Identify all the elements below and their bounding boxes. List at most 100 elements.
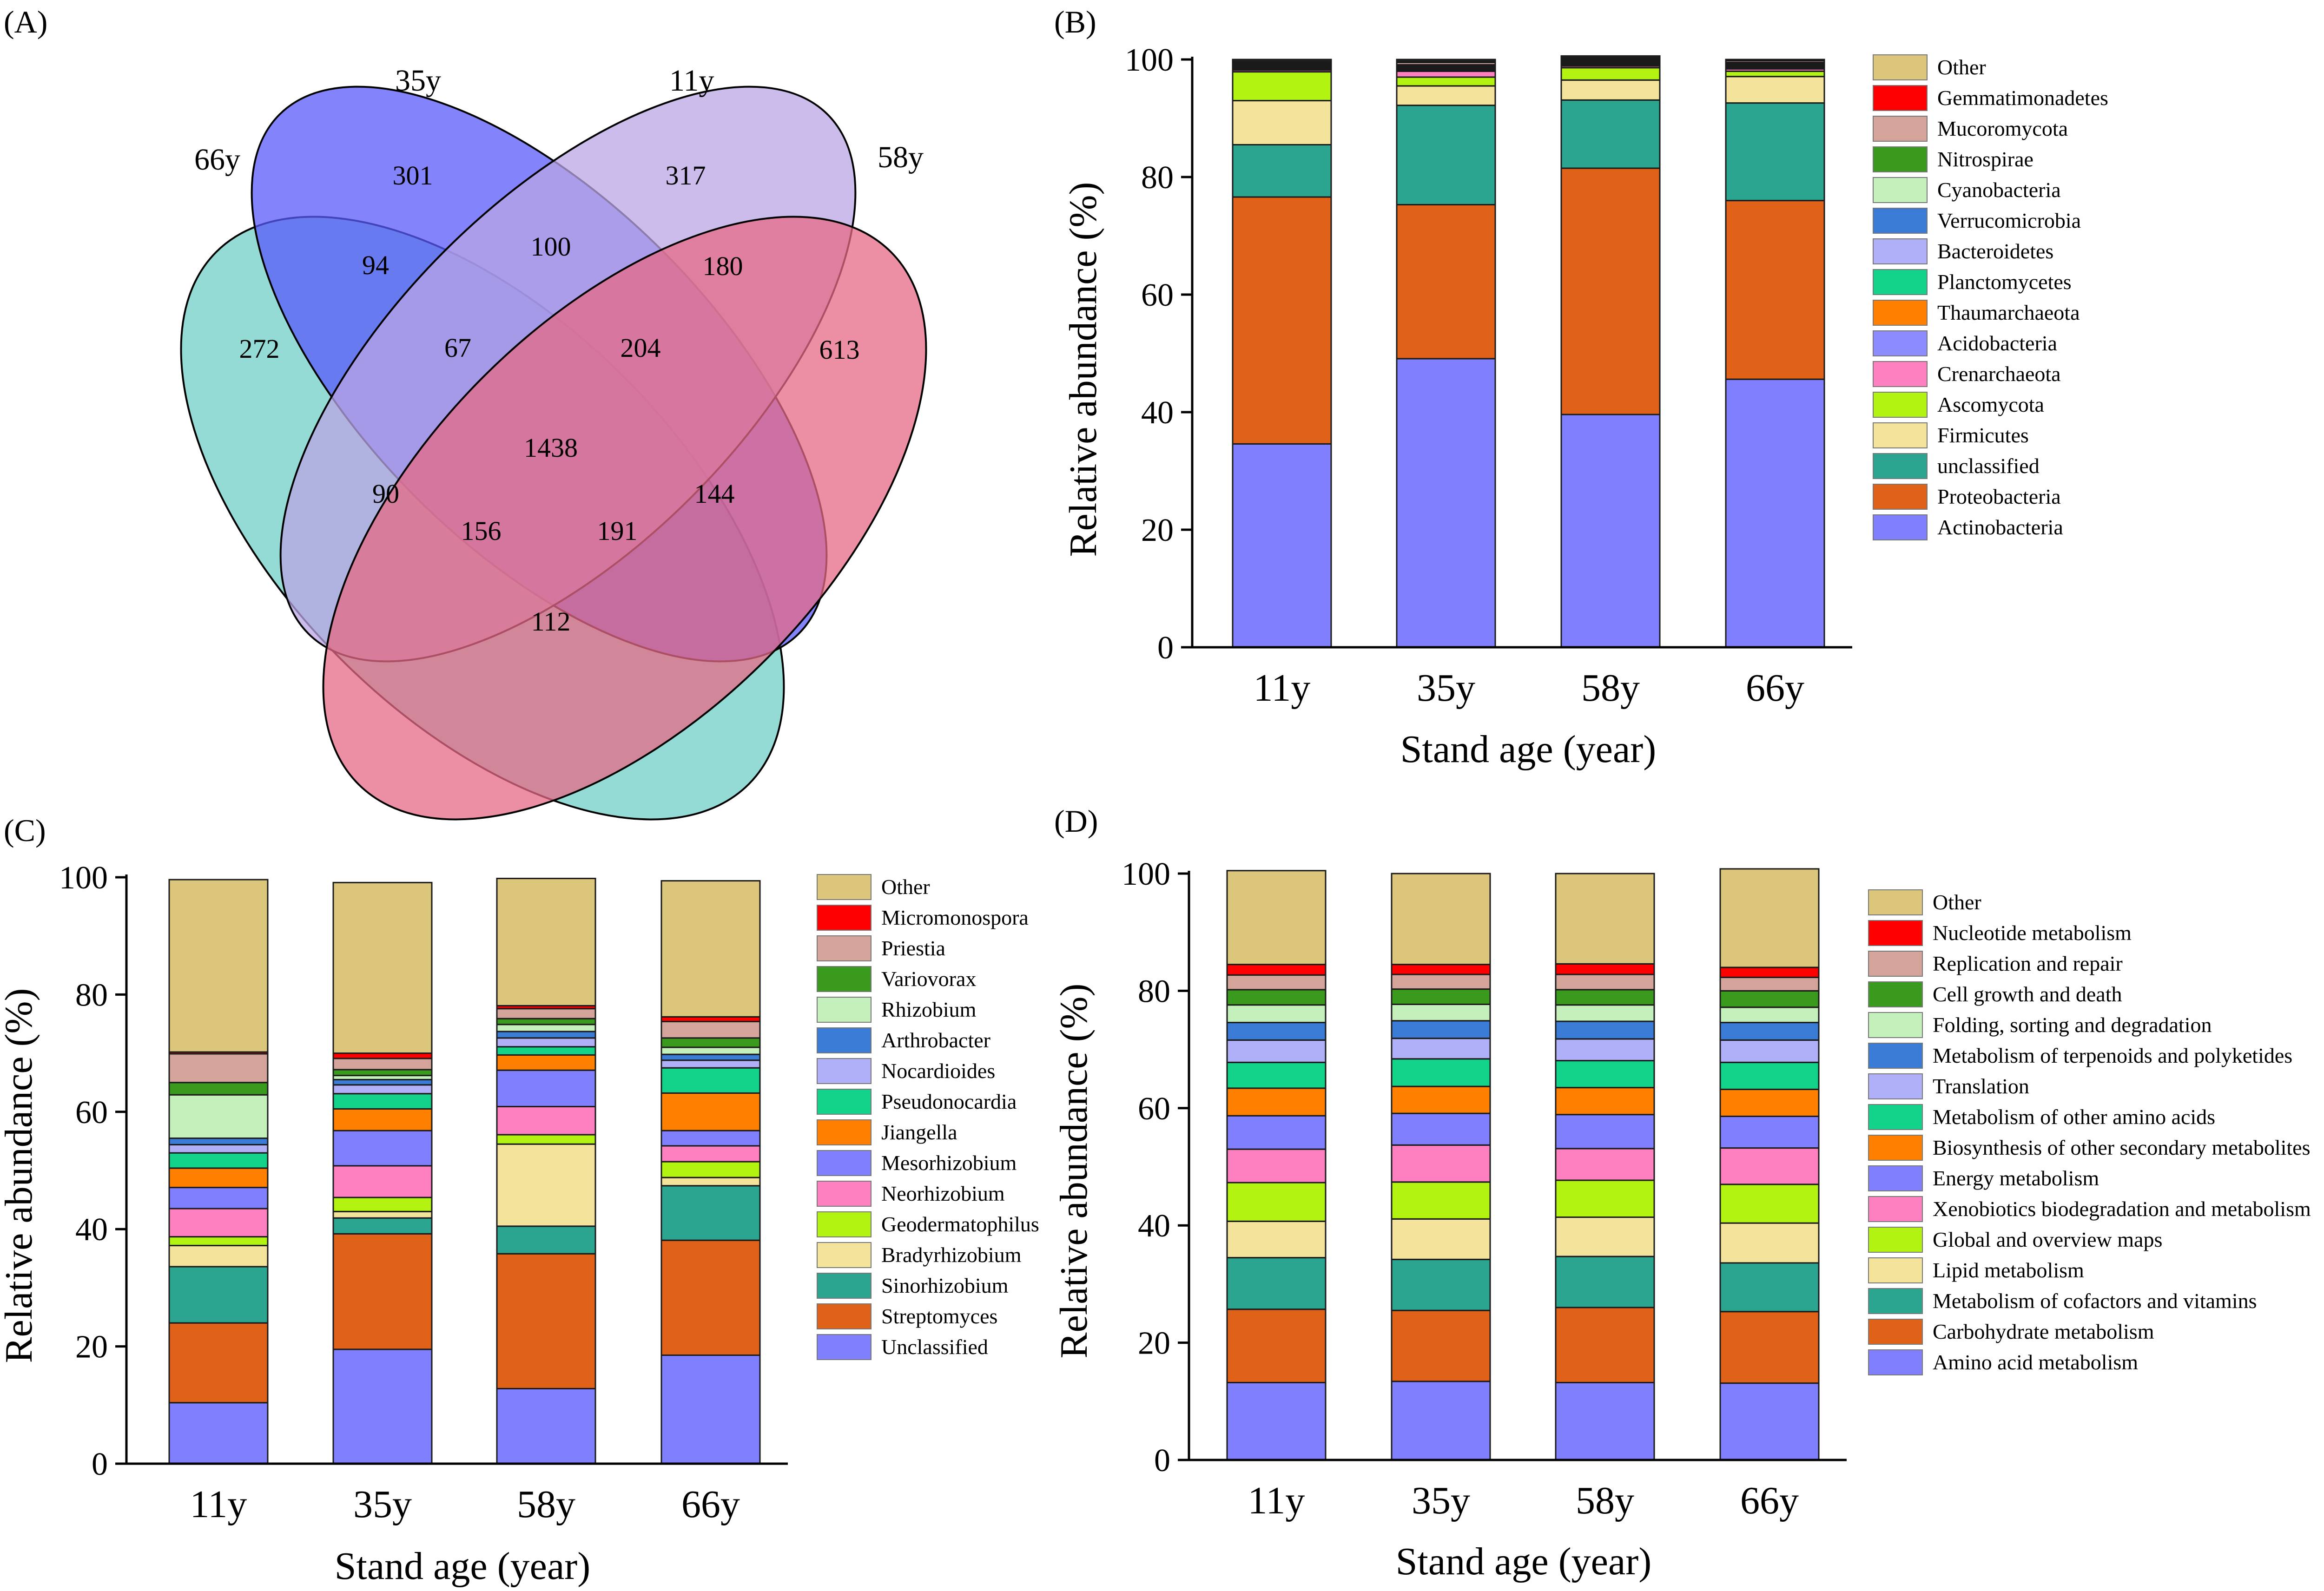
legend-label: Pseudonocardia (881, 1090, 1017, 1113)
legend-swatch (817, 1273, 872, 1299)
bar-segment (1555, 1020, 1655, 1040)
legend-swatch (1868, 1227, 1923, 1253)
bar-segment (660, 1053, 761, 1061)
bar-segment (660, 1067, 761, 1094)
venn-set-58y (322, 216, 927, 821)
bar-chart-d: Relative abundance (%) Stand age (year) … (1052, 856, 2311, 1583)
bar-segment (332, 1069, 433, 1077)
legend-label: Metabolism of terpenoids and polyketides (1933, 1044, 2292, 1067)
bar-segment (1555, 873, 1655, 965)
x-tick-label: 11y (190, 1483, 247, 1526)
x-tick-label: 66y (1746, 666, 1804, 710)
bar-segment (1555, 1381, 1655, 1461)
legend-label: Nocardioides (881, 1059, 995, 1083)
bar-segment (1396, 70, 1496, 78)
bar-segment (1226, 974, 1327, 991)
legend-swatch (817, 905, 872, 931)
y-tick-label: 80 (1141, 160, 1174, 196)
y-axis-title: Relative abundance (%) (0, 988, 40, 1363)
legend-label: Amino acid metabolism (1933, 1350, 2138, 1374)
legend-swatch (817, 1119, 872, 1145)
bar-segment (660, 1354, 761, 1465)
legend-label: Streptomyces (881, 1304, 997, 1328)
legend-swatch (817, 1027, 872, 1053)
bar-segment (1226, 870, 1327, 966)
bar-segment (1719, 868, 1820, 968)
bar-segment (332, 1052, 433, 1059)
legend-label: Replication and repair (1933, 952, 2123, 975)
bar-segment (1725, 59, 1825, 61)
y-tick-label: 100 (1122, 856, 1170, 892)
bar-segment (496, 1069, 596, 1107)
legend-swatch (1873, 453, 1928, 479)
y-tick-label: 100 (59, 860, 108, 896)
legend-label: Ascomycota (1937, 393, 2044, 416)
legend-label: Folding, sorting and degradation (1933, 1013, 2212, 1037)
bar-segment (1555, 1216, 1655, 1257)
bar-segment (660, 1239, 761, 1356)
bar-segment (1719, 1115, 1820, 1149)
legend-label: Carbohydrate metabolism (1933, 1320, 2154, 1343)
legend-swatch (1868, 889, 1923, 915)
panel-label-d: (D) (1054, 803, 1098, 839)
venn-count: 1438 (524, 433, 578, 463)
legend-label: Priestia (881, 936, 945, 960)
bar-segment (496, 1105, 596, 1136)
venn-label-35y: 35y (395, 64, 441, 98)
venn-count: 90 (372, 479, 399, 509)
bar-segment (1226, 1115, 1327, 1150)
bar-segment (660, 1092, 761, 1131)
legend-label: Cell growth and death (1933, 982, 2122, 1006)
bar-segment (1555, 1307, 1655, 1383)
bar-segment (496, 1037, 596, 1048)
bar-segment (332, 881, 433, 1054)
bar-segment (1725, 76, 1825, 104)
y-tick-label: 60 (75, 1095, 108, 1131)
bar-segment (1725, 378, 1825, 648)
bar-segment (1725, 102, 1825, 202)
panel-label-c: (C) (4, 813, 46, 848)
legend-swatch (1868, 981, 1923, 1007)
x-axis-title: Stand age (year) (1400, 728, 1656, 771)
bar-segment (168, 1082, 269, 1096)
y-tick-label: 20 (1138, 1326, 1170, 1361)
legend-label: Planctomycetes (1937, 270, 2072, 294)
legend-swatch (1868, 1043, 1923, 1069)
bar-segment (496, 1018, 596, 1026)
bar-segment (1560, 414, 1661, 648)
venn-count: 317 (666, 160, 706, 191)
bar-segment (1719, 990, 1820, 1008)
bar-segment (1719, 1022, 1820, 1041)
legend-label: Nitrospirae (1937, 147, 2034, 171)
legend-swatch (1868, 951, 1923, 977)
y-tick-label: 80 (75, 977, 108, 1013)
legend-label: Metabolism of cofactors and vitamins (1933, 1289, 2257, 1313)
bar-segment (1560, 79, 1661, 101)
legend-label: Arthrobacter (881, 1028, 990, 1052)
bar-segment (1391, 1038, 1491, 1060)
legend-label: Bradyrhizobium (881, 1243, 1022, 1267)
legend-label: Thaumarchaeota (1937, 301, 2080, 324)
legend-swatch (1873, 330, 1928, 356)
bar-segment (332, 1348, 433, 1465)
legend-swatch (1873, 238, 1928, 264)
legend-swatch (1868, 920, 1923, 946)
bar-segment (168, 1187, 269, 1210)
bar-segment (332, 1093, 433, 1110)
legend-label: Cyanobacteria (1937, 178, 2061, 202)
bar-segment (1232, 71, 1332, 102)
legend-swatch (1873, 300, 1928, 326)
legend-swatch (1868, 1073, 1923, 1099)
bar-segment (496, 1046, 596, 1056)
bar-segment (1555, 973, 1655, 991)
legend-swatch (817, 1242, 872, 1268)
bar-segment (1555, 1114, 1655, 1150)
legend-swatch (1873, 54, 1928, 80)
bar-segment (496, 1253, 596, 1389)
bar-segment (1555, 1256, 1655, 1308)
legend-swatch (817, 997, 872, 1023)
legend-swatch (1868, 1165, 1923, 1191)
bar-segment (1719, 976, 1820, 992)
venn-count: 191 (597, 516, 638, 546)
bar-segment (1396, 358, 1496, 648)
